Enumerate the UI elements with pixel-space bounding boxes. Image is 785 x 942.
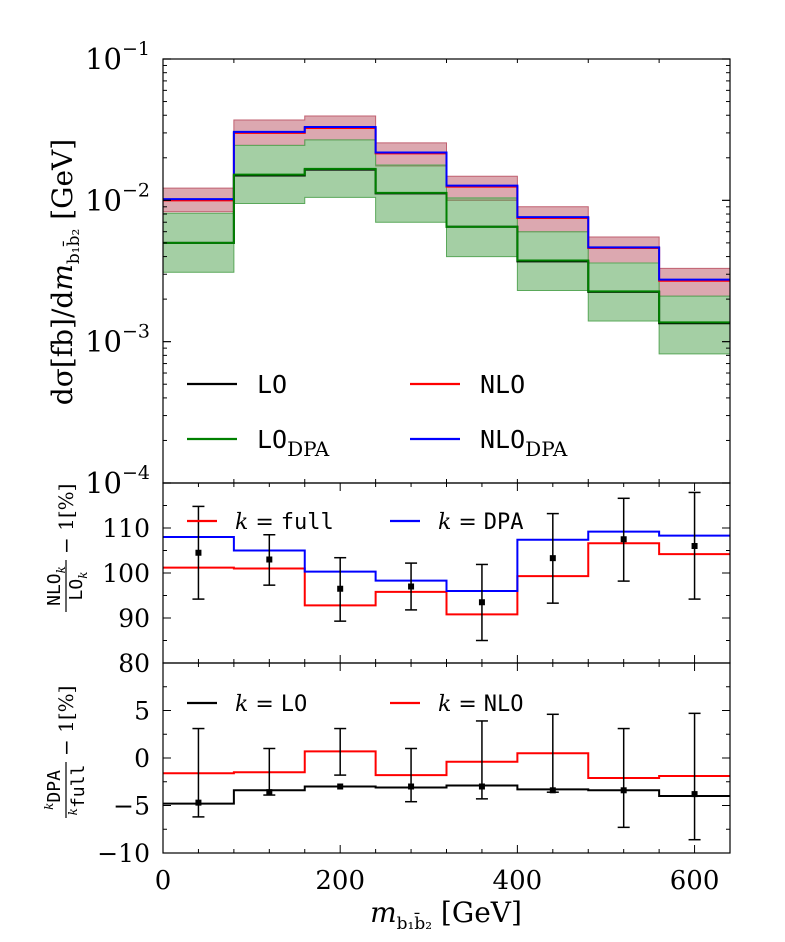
errorbar-7: [688, 491, 701, 600]
ytick-label-1: 10−3: [85, 321, 150, 359]
errorbar-5: [546, 512, 559, 604]
main-panel: 10−4 10−3 10−2 10−1 LO NLO LODPA NLODPA: [85, 38, 731, 500]
errorbar-3: [405, 562, 418, 611]
series-k=dpa: [163, 530, 730, 592]
errorbar-1: [263, 534, 276, 586]
errorbar-6: [617, 497, 630, 582]
ytick-label: 80: [118, 649, 150, 678]
ytick-label: 0: [134, 744, 150, 773]
legend-label-k=dpa: k = DPA: [438, 510, 524, 535]
errorbar-1: [263, 747, 276, 796]
legend-label-k=full: k = full: [235, 510, 334, 535]
errorbar-7: [688, 712, 701, 841]
errorbar-0: [192, 727, 205, 818]
errorbar-2: [334, 556, 347, 622]
errorbar-2: [334, 727, 347, 790]
legend-label-lo: LO: [257, 370, 287, 399]
label-numerator: kDPA: [42, 770, 65, 810]
legend-label-lo_dpa: LODPA: [257, 425, 330, 461]
label-numerator: NLOk: [44, 566, 68, 606]
legend-label-nlo_dpa: NLODPA: [480, 425, 568, 461]
x-axis-label: mb₁b̄₂ [GeV]: [370, 896, 522, 934]
xtick-label: 400: [493, 866, 543, 896]
series-k=nlo: [163, 750, 730, 779]
ytick-label: −10: [97, 839, 150, 868]
ytick-label: −5: [113, 792, 150, 821]
ytick-label: 100: [102, 559, 150, 588]
xtick-label: 200: [315, 866, 365, 896]
label-tail: − 1[%]: [54, 484, 78, 554]
legend-label-nlo: NLO: [480, 370, 525, 399]
series-k=full: [163, 542, 730, 616]
series-nlo_dpa: [163, 126, 730, 281]
ytick-label: 5: [134, 697, 150, 726]
main-y-axis-label: dσ[fb]/dmb₁b̄₂ [GeV]: [46, 139, 84, 405]
dpa-ratio-panel: −10 −5 0 5 0 200 400 600 k = LO k = NLO: [97, 662, 731, 896]
series-k=lo: [163, 784, 730, 805]
label-denominator: LOk: [66, 572, 90, 601]
xtick-label: 600: [670, 866, 720, 896]
series-lo_dpa: [163, 167, 730, 324]
ytick-label: 90: [118, 604, 150, 633]
errorbar-3: [405, 747, 418, 803]
errorbar-4: [475, 563, 488, 642]
kfactor-ratio-panel: 80 90 100 110 k = full k = DPA: [102, 482, 731, 678]
ytick-label-2: 10−2: [85, 179, 150, 217]
legend-label-k=nlo: k = NLO: [438, 692, 524, 717]
errorbar-4: [475, 720, 488, 800]
legend-label-k=lo: k = LO: [235, 692, 307, 717]
ytick-label: 110: [102, 514, 150, 543]
label-denominator: kfull: [66, 765, 89, 816]
errorbar-5: [546, 713, 559, 794]
ytick-label-3: 10−1: [85, 38, 150, 76]
errorbar-6: [617, 727, 630, 829]
label-tail: − 1[%]: [54, 686, 78, 756]
ytick-label-0: 10−4: [85, 462, 150, 500]
xtick-label: 0: [155, 866, 172, 896]
